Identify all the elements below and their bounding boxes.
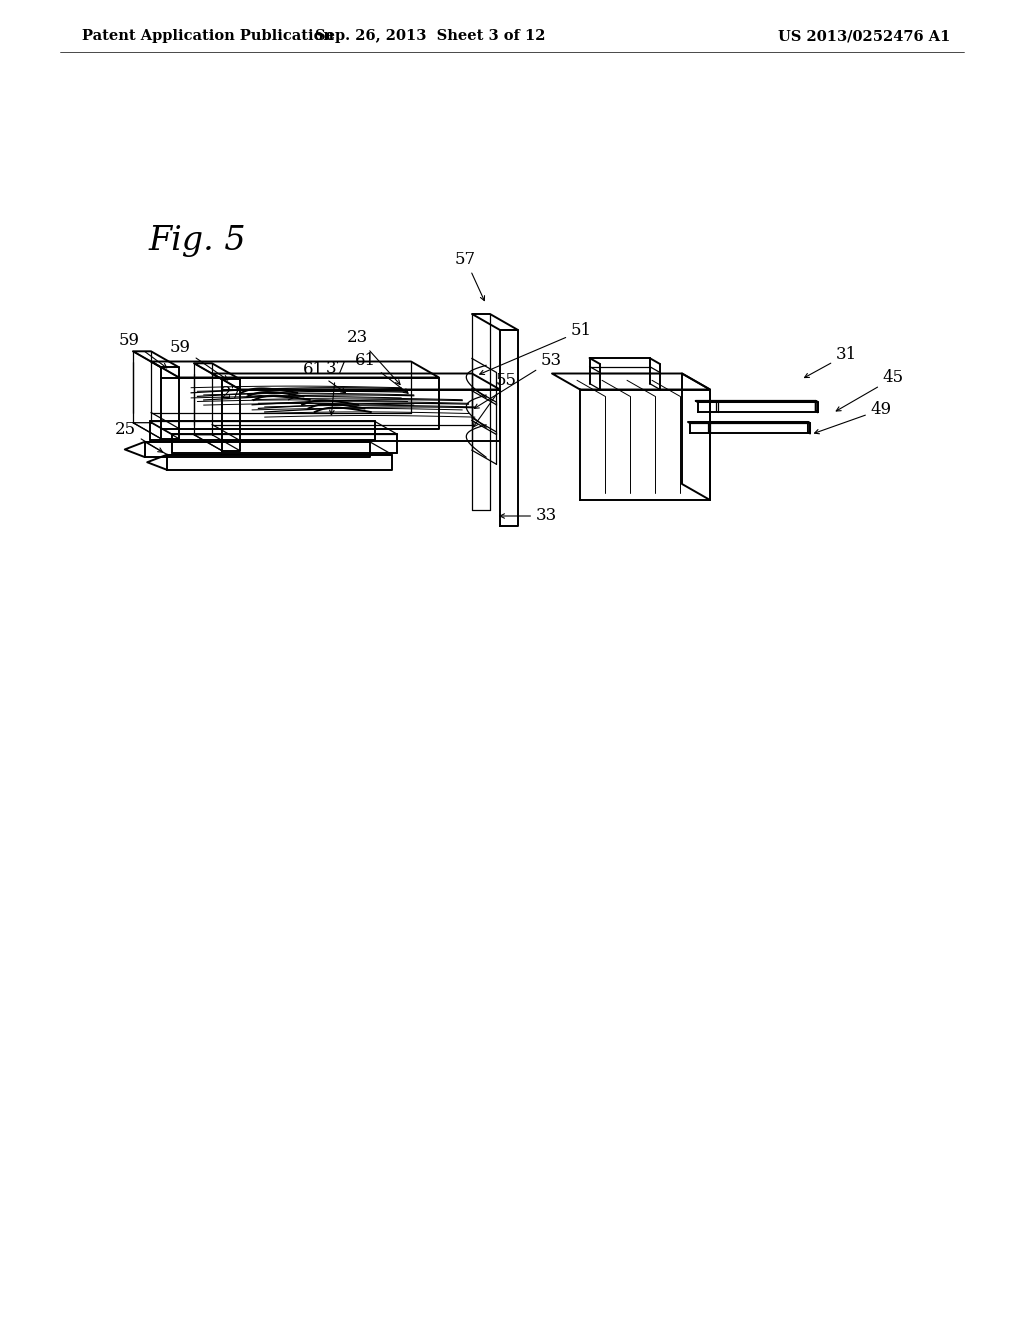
Text: 61: 61 bbox=[303, 362, 345, 392]
Text: Patent Application Publication: Patent Application Publication bbox=[82, 29, 334, 44]
Text: 59: 59 bbox=[170, 339, 227, 380]
Text: 55: 55 bbox=[473, 372, 517, 426]
Text: US 2013/0252476 A1: US 2013/0252476 A1 bbox=[777, 29, 950, 44]
Text: 51: 51 bbox=[479, 322, 592, 375]
Text: 61: 61 bbox=[355, 352, 408, 393]
Text: 37: 37 bbox=[326, 360, 347, 414]
Text: 33: 33 bbox=[500, 507, 557, 524]
Text: 53: 53 bbox=[474, 352, 562, 408]
Text: 57: 57 bbox=[455, 251, 484, 301]
Text: 49: 49 bbox=[814, 401, 892, 434]
Text: 31: 31 bbox=[805, 346, 857, 378]
Text: Sep. 26, 2013  Sheet 3 of 12: Sep. 26, 2013 Sheet 3 of 12 bbox=[314, 29, 545, 44]
Text: 59: 59 bbox=[119, 331, 167, 368]
Text: 27: 27 bbox=[221, 384, 293, 401]
Text: 25: 25 bbox=[115, 421, 163, 453]
Text: 23: 23 bbox=[347, 329, 400, 384]
Text: 45: 45 bbox=[837, 370, 904, 411]
Text: Fig. 5: Fig. 5 bbox=[148, 224, 246, 257]
